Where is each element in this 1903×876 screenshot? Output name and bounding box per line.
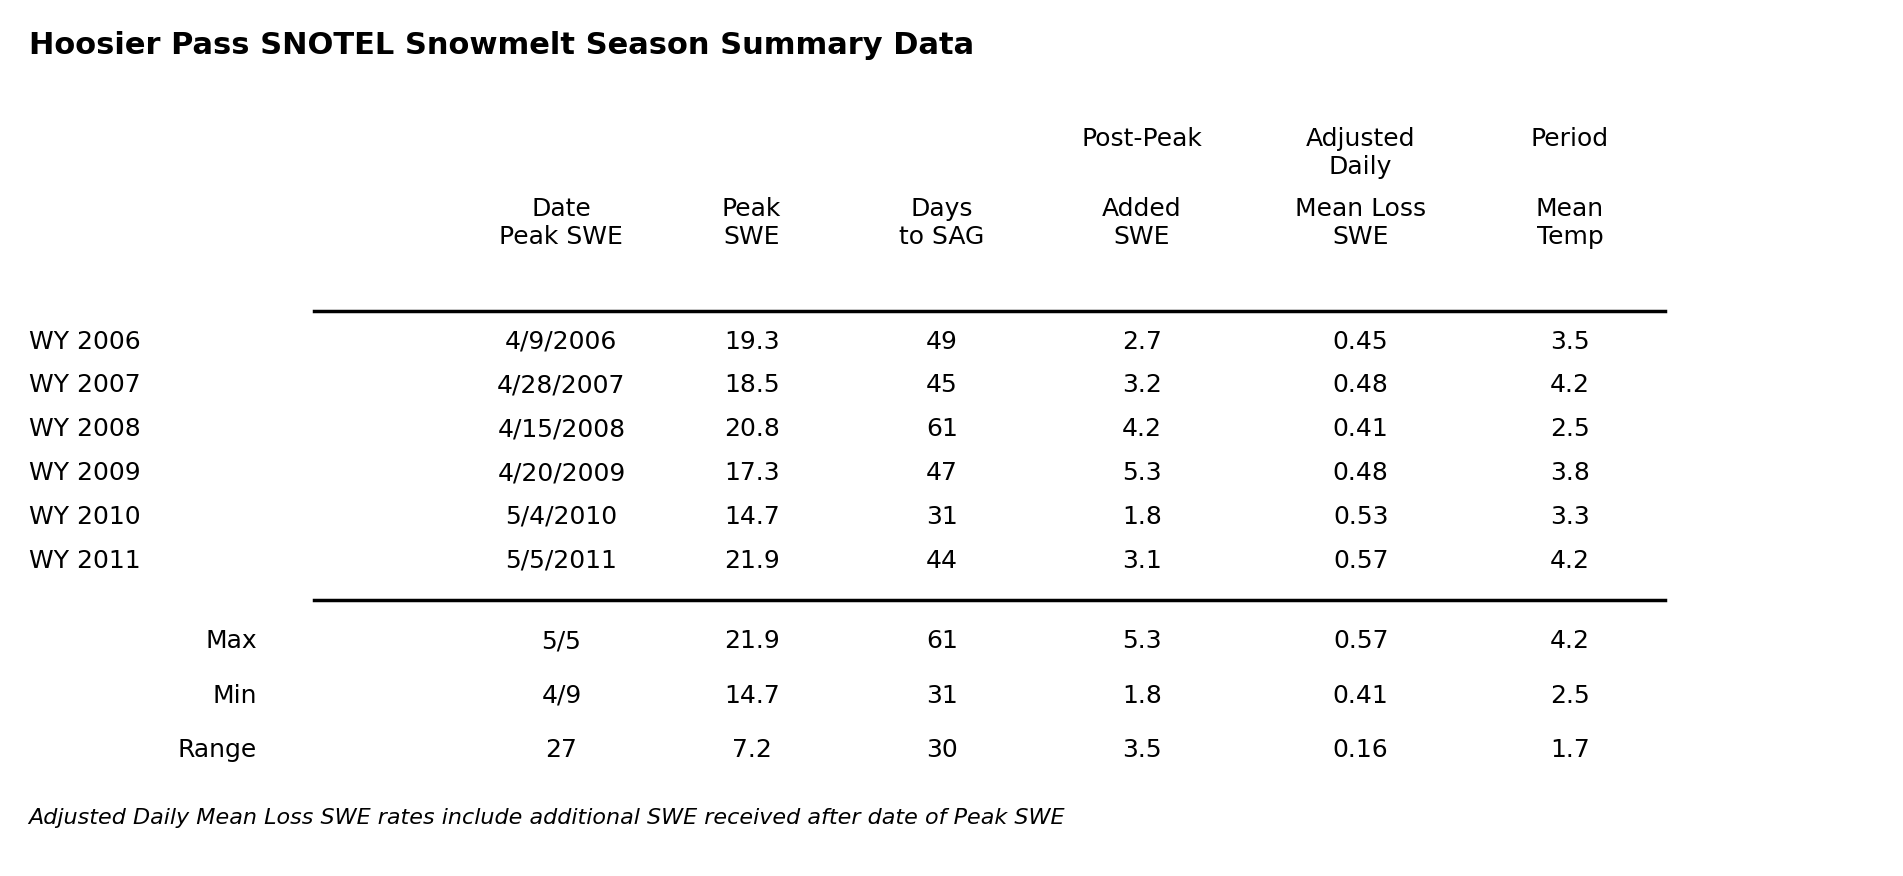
Text: WY 2008: WY 2008 xyxy=(29,417,141,442)
Text: Added
SWE: Added SWE xyxy=(1102,197,1182,249)
Text: 4/9/2006: 4/9/2006 xyxy=(504,329,618,354)
Text: 1.7: 1.7 xyxy=(1551,738,1589,762)
Text: WY 2010: WY 2010 xyxy=(29,505,141,529)
Text: 21.9: 21.9 xyxy=(723,548,780,573)
Text: Min: Min xyxy=(213,683,257,708)
Text: 31: 31 xyxy=(927,683,957,708)
Text: 0.41: 0.41 xyxy=(1332,417,1389,442)
Text: 2.7: 2.7 xyxy=(1123,329,1161,354)
Text: Mean
Temp: Mean Temp xyxy=(1536,197,1604,249)
Text: WY 2009: WY 2009 xyxy=(29,461,141,485)
Text: 18.5: 18.5 xyxy=(723,373,780,398)
Text: 3.3: 3.3 xyxy=(1551,505,1589,529)
Text: 17.3: 17.3 xyxy=(723,461,780,485)
Text: 31: 31 xyxy=(927,505,957,529)
Text: Adjusted
Daily: Adjusted Daily xyxy=(1305,127,1416,179)
Text: 0.16: 0.16 xyxy=(1332,738,1389,762)
Text: 0.48: 0.48 xyxy=(1332,373,1389,398)
Text: Adjusted Daily Mean Loss SWE rates include additional SWE received after date of: Adjusted Daily Mean Loss SWE rates inclu… xyxy=(29,808,1066,828)
Text: 44: 44 xyxy=(927,548,957,573)
Text: Max: Max xyxy=(206,629,257,653)
Text: 30: 30 xyxy=(927,738,957,762)
Text: WY 2007: WY 2007 xyxy=(29,373,141,398)
Text: 0.57: 0.57 xyxy=(1332,548,1389,573)
Text: Period: Period xyxy=(1530,127,1610,151)
Text: WY 2011: WY 2011 xyxy=(29,548,141,573)
Text: 5/4/2010: 5/4/2010 xyxy=(506,505,617,529)
Text: Peak
SWE: Peak SWE xyxy=(721,197,782,249)
Text: 4.2: 4.2 xyxy=(1549,629,1591,653)
Text: 1.8: 1.8 xyxy=(1123,505,1161,529)
Text: 0.45: 0.45 xyxy=(1332,329,1389,354)
Text: 1.8: 1.8 xyxy=(1123,683,1161,708)
Text: 5/5: 5/5 xyxy=(542,629,580,653)
Text: 4.2: 4.2 xyxy=(1549,373,1591,398)
Text: Days
to SAG: Days to SAG xyxy=(900,197,984,249)
Text: 5/5/2011: 5/5/2011 xyxy=(506,548,617,573)
Text: Mean Loss
SWE: Mean Loss SWE xyxy=(1296,197,1425,249)
Text: 45: 45 xyxy=(927,373,957,398)
Text: 49: 49 xyxy=(927,329,957,354)
Text: 20.8: 20.8 xyxy=(723,417,780,442)
Text: 4/28/2007: 4/28/2007 xyxy=(497,373,626,398)
Text: 61: 61 xyxy=(927,417,957,442)
Text: 3.5: 3.5 xyxy=(1551,329,1589,354)
Text: WY 2006: WY 2006 xyxy=(29,329,141,354)
Text: 4.2: 4.2 xyxy=(1549,548,1591,573)
Text: 27: 27 xyxy=(546,738,577,762)
Text: Date
Peak SWE: Date Peak SWE xyxy=(499,197,624,249)
Text: 0.48: 0.48 xyxy=(1332,461,1389,485)
Text: 3.8: 3.8 xyxy=(1551,461,1589,485)
Text: 4/9: 4/9 xyxy=(540,683,582,708)
Text: 5.3: 5.3 xyxy=(1123,461,1161,485)
Text: 3.2: 3.2 xyxy=(1123,373,1161,398)
Text: Post-Peak: Post-Peak xyxy=(1081,127,1203,151)
Text: 21.9: 21.9 xyxy=(723,629,780,653)
Text: 14.7: 14.7 xyxy=(723,505,780,529)
Text: 61: 61 xyxy=(927,629,957,653)
Text: 2.5: 2.5 xyxy=(1551,417,1589,442)
Text: 3.5: 3.5 xyxy=(1123,738,1161,762)
Text: Range: Range xyxy=(177,738,257,762)
Text: 0.53: 0.53 xyxy=(1332,505,1389,529)
Text: 19.3: 19.3 xyxy=(723,329,780,354)
Text: 3.1: 3.1 xyxy=(1123,548,1161,573)
Text: 2.5: 2.5 xyxy=(1551,683,1589,708)
Text: 7.2: 7.2 xyxy=(733,738,771,762)
Text: 4/15/2008: 4/15/2008 xyxy=(497,417,626,442)
Text: 0.57: 0.57 xyxy=(1332,629,1389,653)
Text: 4/20/2009: 4/20/2009 xyxy=(497,461,626,485)
Text: 5.3: 5.3 xyxy=(1123,629,1161,653)
Text: 4.2: 4.2 xyxy=(1121,417,1163,442)
Text: 47: 47 xyxy=(927,461,957,485)
Text: Hoosier Pass SNOTEL Snowmelt Season Summary Data: Hoosier Pass SNOTEL Snowmelt Season Summ… xyxy=(29,31,974,60)
Text: 0.41: 0.41 xyxy=(1332,683,1389,708)
Text: 14.7: 14.7 xyxy=(723,683,780,708)
